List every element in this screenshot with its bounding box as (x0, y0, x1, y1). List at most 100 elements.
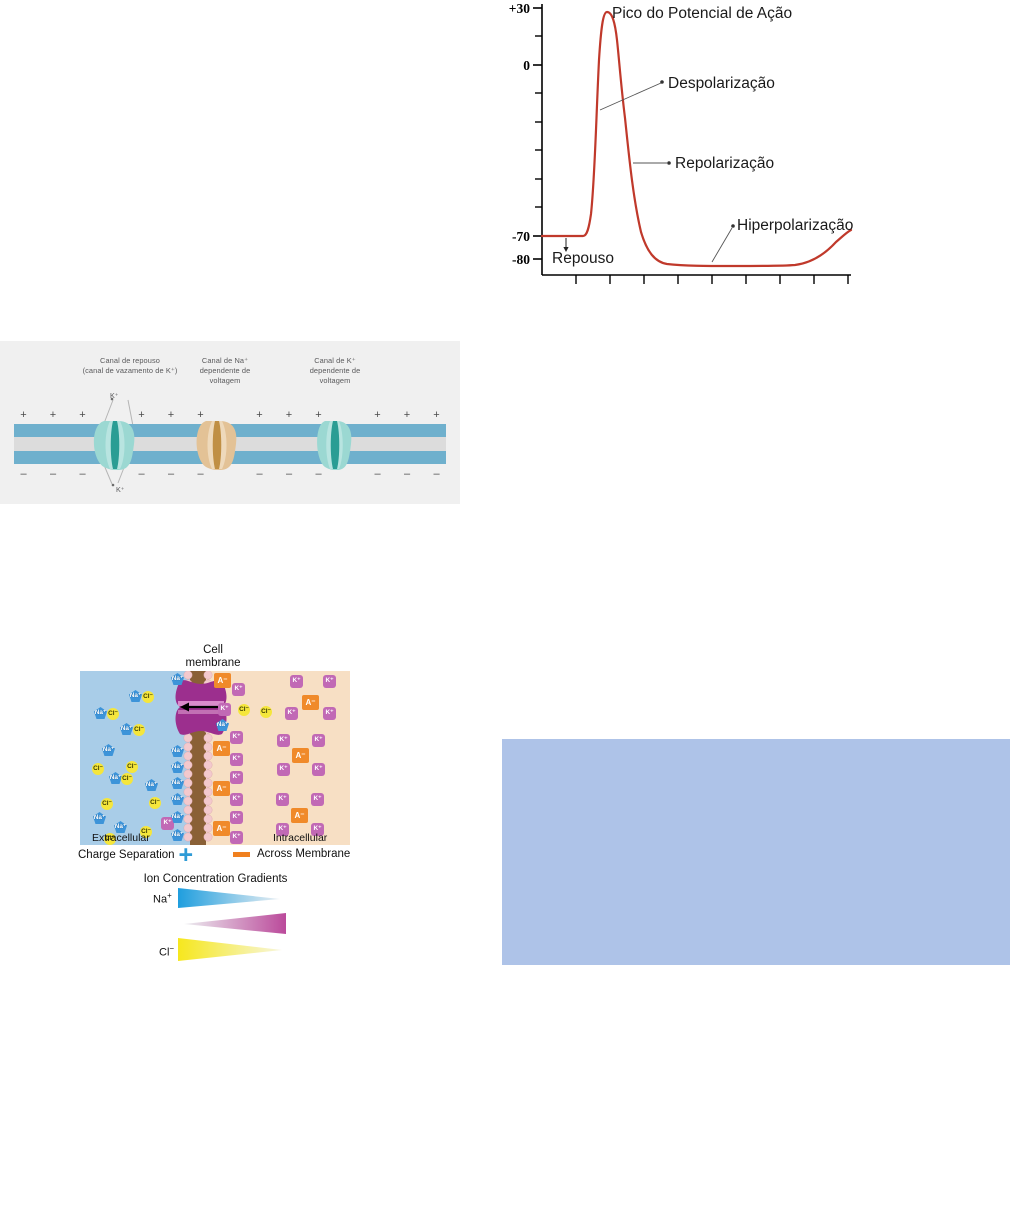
ion-sodium: Na⁺ (216, 719, 229, 731)
ion-chloride: Cl⁻ (104, 833, 116, 845)
annotation-repolarization: Repolarização (675, 155, 774, 172)
ion-potassium: K⁺ (277, 763, 290, 776)
extracellular-charge-row: + + + + + + + + + + + + + + + (14, 410, 446, 421)
plus-sign: + (403, 409, 411, 421)
charge-separation-legend: Charge Separation + (78, 841, 197, 869)
minus-sign: – (138, 468, 145, 480)
channel-title-resting-line1: Canal de repouso (100, 356, 160, 365)
membrane-pump-protein (175, 680, 227, 735)
minus-sign: – (79, 468, 86, 480)
ion-potassium: K⁺ (323, 675, 336, 688)
ion-concentration-gradients-title: Ion Concentration Gradients (143, 873, 288, 885)
ion-potassium: K⁺ (276, 793, 289, 806)
extracellular-label: Extracellular (92, 832, 150, 844)
ion-chloride: Cl⁻ (92, 763, 104, 775)
ion-sodium: Na⁺ (171, 829, 184, 841)
ion-sodium: Na⁺ (109, 772, 122, 784)
ion-gradient-triangles (178, 888, 286, 961)
charge-separation-label: Charge Separation (78, 849, 175, 861)
ion-potassium: K⁺ (230, 793, 243, 806)
channel-title-resting: Canal de repouso (canal de vazamento de … (30, 356, 230, 376)
plus-sign: + (197, 409, 204, 421)
gradient-charge-sodium: + (167, 891, 172, 900)
gradient-charge-chloride: − (169, 944, 175, 953)
minus-sign: – (167, 468, 175, 480)
intracellular-charge-row: – – – – – – – – – – – – – – – (14, 469, 446, 480)
ion-sodium: Na⁺ (129, 690, 142, 702)
plus-sign: + (256, 409, 263, 421)
ion-potassium: K⁺ (161, 817, 174, 830)
ion-potassium: K⁺ (285, 707, 298, 720)
gradient-label-chloride: Cl− (159, 944, 174, 959)
gradient-ion-chloride: Cl (159, 946, 170, 959)
channel-title-potassium-line3: voltagem (319, 376, 351, 386)
minus-sign: – (433, 468, 440, 480)
ion-chloride: Cl⁻ (133, 724, 145, 736)
ion-chloride: Cl⁻ (142, 691, 154, 703)
ion-sodium: Na⁺ (93, 812, 106, 824)
cell-membrane-caption-line1: Cell (203, 644, 223, 656)
ion-anion: A⁻ (302, 695, 319, 710)
annotation-peak: Pico do Potencial de Ação (612, 5, 792, 22)
ion-chloride: Cl⁻ (260, 706, 272, 718)
gradient-label-sodium: Na+ (153, 891, 172, 906)
ion-anion: A⁻ (292, 748, 309, 763)
minus-sign: – (20, 468, 27, 480)
ion-anion: A⁻ (214, 673, 231, 688)
plus-sign: + (20, 409, 27, 421)
ytick-label-neg80: -80 (512, 252, 530, 267)
ion-channels-membrane-diagram: Canal de repouso (canal de vazamento de … (0, 341, 460, 504)
ytick-label-neg70: -70 (512, 229, 530, 244)
channel-title-sodium: Canal de Na⁺ dependente de voltagem (175, 356, 275, 387)
ion-sodium: Na⁺ (171, 793, 184, 805)
membrane-compartments-panel: Na⁺ Cl⁻ Na⁺ Cl⁻ Na⁺ Cl⁻ Na⁺ Cl⁻ Cl⁻ Na⁺ … (80, 671, 350, 845)
ion-chloride: Cl⁻ (107, 708, 119, 720)
plus-sign: + (138, 409, 145, 421)
charge-separation-across-membrane-diagram: Cell membrane (78, 644, 353, 1015)
ion-anion: A⁻ (213, 821, 230, 836)
minus-sign: – (374, 468, 381, 480)
across-membrane-label: Across Membrane (257, 848, 351, 860)
ion-sodium: Na⁺ (145, 779, 158, 791)
ion-anion: A⁻ (213, 781, 230, 796)
ion-chloride: Cl⁻ (101, 798, 113, 810)
ion-chloride: Cl⁻ (140, 826, 152, 838)
channel-title-sodium-line1: Canal de Na⁺ (201, 356, 249, 365)
channel-proteins (93, 421, 352, 470)
annotation-resting: Repouso (552, 250, 614, 267)
annotation-depolarization: Despolarização (668, 75, 775, 92)
gradient-triangle-sodium (178, 888, 280, 908)
ion-sodium: Na⁺ (171, 673, 184, 685)
ion-sodium: Na⁺ (171, 777, 184, 789)
graph-axes (533, 4, 851, 284)
channel-title-potassium-line1: Canal de K⁺ (314, 356, 356, 365)
minus-sign: – (403, 468, 411, 480)
ion-potassium: K⁺ (218, 703, 231, 716)
ion-potassium: K⁺ (323, 707, 336, 720)
minus-icon (233, 851, 250, 857)
plus-sign: + (285, 409, 293, 421)
potassium-efflux-label-top: K⁺ (110, 391, 119, 400)
ion-sodium: Na⁺ (171, 761, 184, 773)
ion-potassium: K⁺ (311, 823, 324, 836)
annotation-leaders (563, 80, 735, 263)
ion-potassium: K⁺ (276, 823, 289, 836)
minus-sign: – (256, 468, 263, 480)
ion-sodium: Na⁺ (102, 744, 115, 756)
ion-sodium: Na⁺ (171, 811, 184, 823)
annotation-hyperpolarization: Hiperpolarização (737, 217, 853, 234)
ion-sodium: Na⁺ (171, 745, 184, 757)
plus-sign: + (167, 409, 175, 421)
ion-anion: A⁻ (213, 741, 230, 756)
plus-icon: + (178, 841, 194, 869)
ion-sodium: Na⁺ (94, 707, 107, 719)
action-potential-svg: +30 0 -70 -80 Pico do Potencial de Ação … (509, 1, 853, 284)
channel-title-sodium-line2: dependente de (199, 366, 251, 376)
plus-sign: + (433, 409, 440, 421)
plus-sign: + (315, 409, 322, 421)
ion-chloride: Cl⁻ (149, 797, 161, 809)
channel-title-sodium-line3: voltagem (209, 376, 241, 386)
ion-potassium: K⁺ (277, 734, 290, 747)
cell-membrane-caption-line2: membrane (185, 656, 241, 669)
ion-potassium: K⁺ (230, 753, 243, 766)
